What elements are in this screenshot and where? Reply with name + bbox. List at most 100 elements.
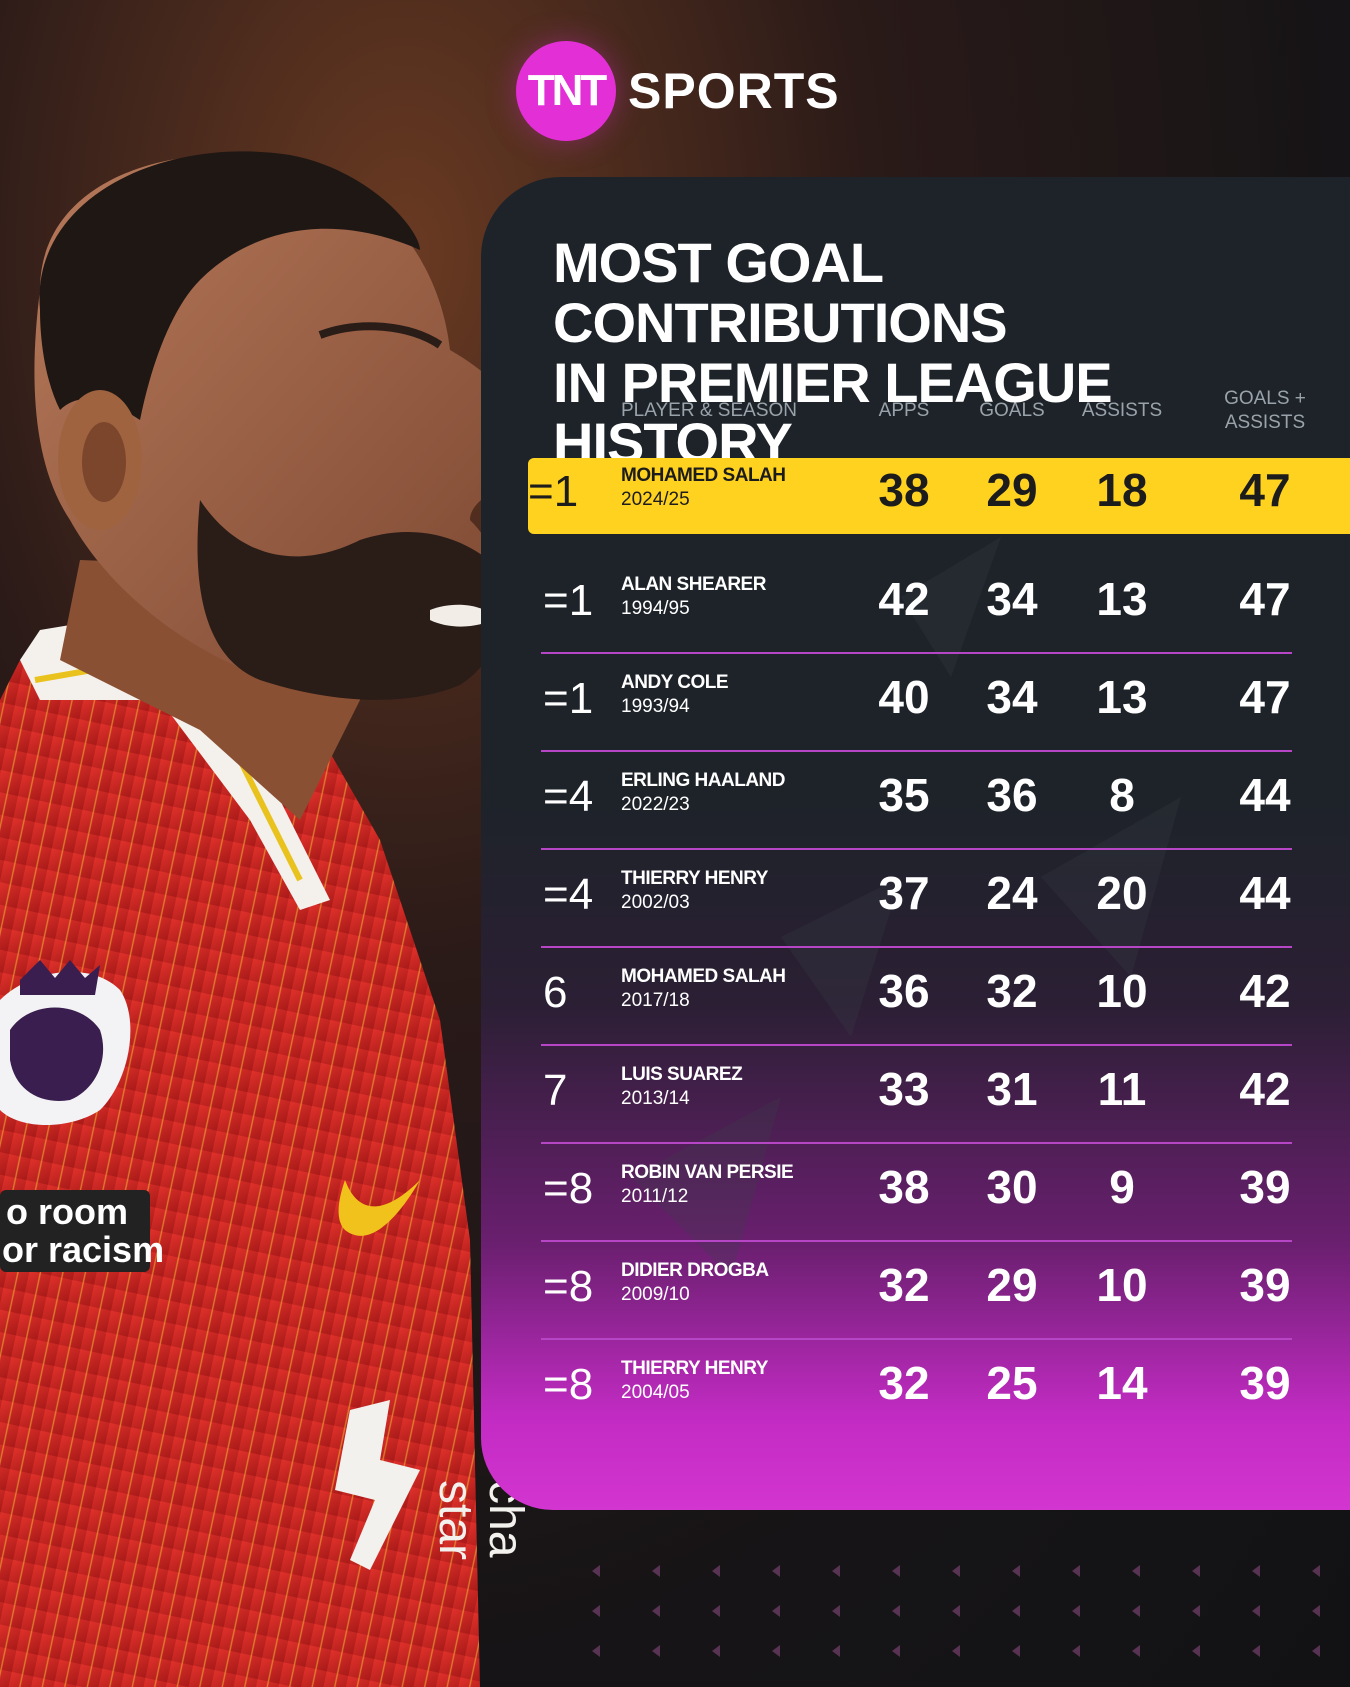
row-player-name: MOHAMED SALAH [621, 966, 786, 987]
row-goals-assists: 39 [1239, 1161, 1291, 1213]
row-rank: =1 [543, 674, 594, 723]
table-title: MOST GOAL CONTRIBUTIONS IN PREMIER LEAGU… [553, 233, 1350, 473]
row-goals-assists: 47 [1239, 671, 1291, 723]
stats-table-panel: MOST GOAL CONTRIBUTIONS IN PREMIER LEAGU… [481, 177, 1350, 1510]
row-goals-assists: 47 [1239, 573, 1291, 625]
row-season: 2002/03 [621, 892, 690, 913]
row-rank: =8 [543, 1164, 594, 1213]
row-apps: 40 [878, 671, 930, 723]
row-goals: 34 [986, 671, 1038, 723]
row-rank: =4 [543, 870, 594, 919]
row-rank: =1 [543, 576, 594, 625]
row-goals-assists: 39 [1239, 1259, 1291, 1311]
row-assists: 11 [1097, 1063, 1147, 1115]
table-row: =1 ANDY COLE 1993/94 40 34 13 47 [481, 654, 1350, 752]
row-goals: 32 [986, 965, 1038, 1017]
row-assists: 20 [1096, 867, 1148, 919]
row-goals-assists: 47 [1239, 464, 1291, 516]
row-divider [541, 1240, 1292, 1242]
row-apps: 38 [878, 464, 930, 516]
row-apps: 37 [878, 867, 930, 919]
row-apps: 32 [878, 1259, 930, 1311]
row-season: 2004/05 [621, 1382, 690, 1403]
row-rank: =8 [543, 1360, 594, 1409]
row-apps: 35 [878, 769, 930, 821]
row-season: 2024/25 [621, 489, 690, 510]
row-goals: 29 [986, 464, 1038, 516]
row-goals: 29 [986, 1259, 1038, 1311]
header-apps: APPS [878, 400, 930, 421]
row-divider [541, 848, 1292, 850]
tnt-sports-logo: TNT SPORTS [516, 36, 840, 146]
table-row: =8 DIDIER DROGBA 2009/10 32 29 10 39 [481, 1242, 1350, 1340]
table-row: 6 MOHAMED SALAH 2017/18 36 32 10 42 [481, 948, 1350, 1046]
row-season: 2017/18 [621, 990, 690, 1011]
table-body: =1 MOHAMED SALAH 2024/25 38 29 18 47 =1 … [481, 458, 1350, 1438]
row-apps: 36 [878, 965, 930, 1017]
player-photo: o room or racism star cha [0, 140, 560, 1687]
row-apps: 32 [878, 1357, 930, 1409]
header-player-season: PLAYER & SEASON [621, 400, 797, 421]
row-divider [541, 750, 1292, 752]
row-apps: 33 [878, 1063, 930, 1115]
row-apps: 38 [878, 1161, 930, 1213]
header-ga-line1: GOALS + [1224, 388, 1306, 409]
row-rank: 7 [543, 1066, 568, 1115]
row-goals-assists: 44 [1239, 867, 1291, 919]
row-season: 2011/12 [621, 1186, 689, 1207]
row-player-name: THIERRY HENRY [621, 1358, 768, 1379]
row-player-name: ERLING HAALAND [621, 770, 786, 791]
tnt-logo-mark: TNT [516, 41, 616, 141]
row-rank: 6 [543, 968, 568, 1017]
row-assists: 18 [1096, 464, 1148, 516]
row-goals: 30 [986, 1161, 1038, 1213]
sleeve-text-line2: or racism [2, 1229, 164, 1270]
table-row: =8 ROBIN VAN PERSIE 2011/12 38 30 9 39 [481, 1144, 1350, 1242]
row-player-name: MOHAMED SALAH [621, 465, 786, 486]
row-goals-assists: 42 [1239, 965, 1291, 1017]
row-player-name: ROBIN VAN PERSIE [621, 1162, 794, 1183]
row-season: 1994/95 [621, 598, 690, 619]
table-row: =4 THIERRY HENRY 2002/03 37 24 20 44 [481, 850, 1350, 948]
row-player-name: ANDY COLE [621, 672, 729, 693]
row-player-name: ALAN SHEARER [621, 574, 766, 595]
row-rank: =8 [543, 1262, 594, 1311]
row-season: 1993/94 [621, 696, 690, 717]
row-divider [541, 1044, 1292, 1046]
row-assists: 8 [1109, 769, 1135, 821]
row-goals: 36 [986, 769, 1038, 821]
header-goals-assists: GOALS + ASSISTS [1205, 387, 1325, 435]
table-row: =8 THIERRY HENRY 2004/05 32 25 14 39 [481, 1340, 1350, 1438]
table-row: 7 LUIS SUAREZ 2013/14 33 31 11 42 [481, 1046, 1350, 1144]
sleeve-text-line1: o room [6, 1191, 128, 1232]
sponsor-text-line1: star [429, 1480, 482, 1560]
row-divider [541, 652, 1292, 654]
sports-wordmark: SPORTS [628, 63, 840, 119]
row-apps: 42 [878, 573, 930, 625]
row-rank: =4 [543, 772, 594, 821]
row-season: 2022/23 [621, 794, 690, 815]
row-assists: 13 [1096, 573, 1148, 625]
row-player-name: LUIS SUAREZ [621, 1064, 743, 1085]
row-assists: 14 [1096, 1357, 1148, 1409]
header-assists: ASSISTS [1081, 400, 1163, 421]
title-line-1: MOST GOAL CONTRIBUTIONS [553, 231, 1008, 354]
row-assists: 9 [1109, 1161, 1135, 1213]
row-season: 2013/14 [621, 1088, 690, 1109]
table-row: =4 ERLING HAALAND 2022/23 35 36 8 44 [481, 752, 1350, 850]
header-goals: GOALS [979, 400, 1045, 421]
row-rank: =1 [528, 467, 579, 516]
table-row-highlighted: =1 MOHAMED SALAH 2024/25 38 29 18 47 [528, 458, 1350, 534]
row-divider [541, 946, 1292, 948]
row-goals: 34 [986, 573, 1038, 625]
row-goals: 31 [986, 1063, 1038, 1115]
table-row: =1 ALAN SHEARER 1994/95 42 34 13 47 [481, 556, 1350, 654]
row-goals-assists: 39 [1239, 1357, 1291, 1409]
row-divider [541, 1142, 1292, 1144]
row-goals-assists: 44 [1239, 769, 1291, 821]
row-goals-assists: 42 [1239, 1063, 1291, 1115]
row-season: 2009/10 [621, 1284, 690, 1305]
row-goals: 25 [986, 1357, 1038, 1409]
row-player-name: DIDIER DROGBA [621, 1260, 769, 1281]
row-assists: 13 [1096, 671, 1148, 723]
